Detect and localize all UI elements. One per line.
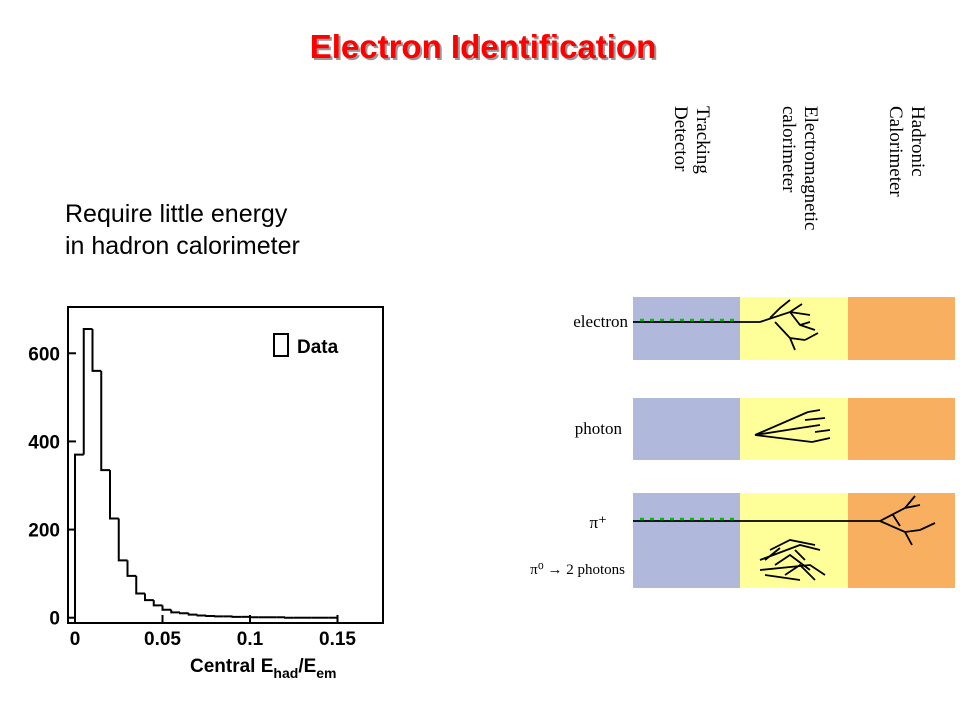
row-label: π⁺ xyxy=(589,513,607,532)
histogram-bin xyxy=(171,610,180,613)
histogram-bin xyxy=(84,329,93,455)
hadronic-block xyxy=(848,493,955,588)
x-tick-label: 0 xyxy=(70,629,81,650)
y-tick-label: 600 xyxy=(28,344,60,365)
row-label: π⁰ → 2 photons xyxy=(530,562,625,578)
legend-label: Data xyxy=(297,337,339,358)
column-label: Detector xyxy=(670,106,691,172)
column-label: calorimeter xyxy=(778,106,799,193)
histogram-bin xyxy=(128,560,137,575)
histogram-bin xyxy=(110,470,119,518)
histogram-bin xyxy=(93,329,102,371)
histogram-chart: Data Central Ehad/Eem 0 200 400 600 0 0.05 0.1… xyxy=(28,307,383,681)
column-label: Hadronic xyxy=(907,106,928,177)
hadronic-block xyxy=(848,398,955,460)
row-label: electron xyxy=(573,312,628,331)
column-label: Calorimeter xyxy=(885,106,906,197)
histogram-bin xyxy=(163,605,172,609)
subtitle-line: Require little energy xyxy=(65,200,288,228)
histogram-bin xyxy=(198,615,207,616)
legend-swatch xyxy=(274,334,288,356)
x-label-part: /E xyxy=(298,656,316,677)
histogram-bin xyxy=(145,593,154,600)
x-label-part: em xyxy=(316,665,336,681)
histogram-bin xyxy=(189,613,198,614)
tracking-block xyxy=(633,398,740,460)
tracking-block xyxy=(633,297,740,360)
histogram-bin xyxy=(101,371,110,470)
y-tick-label: 0 xyxy=(49,609,60,630)
column-labels: Tracking Detector Electromagnetic calori… xyxy=(670,106,928,231)
em-block xyxy=(740,297,848,360)
x-axis-label: Central Ehad/Eem xyxy=(190,656,337,681)
y-tick-label: 400 xyxy=(28,432,60,453)
detector-blocks xyxy=(633,297,955,588)
histogram-bin xyxy=(119,519,128,561)
column-label: Tracking xyxy=(692,106,713,174)
x-tick-label: 0.05 xyxy=(144,629,181,650)
x-tick-label: 0.15 xyxy=(319,629,356,650)
x-tick-label: 0.1 xyxy=(237,629,264,650)
row-label: photon xyxy=(575,419,623,438)
diagram: electron photon π⁺ π⁰ → 2 photons Tracki… xyxy=(530,106,955,588)
title: Electron Identification xyxy=(310,28,657,65)
row-labels: electron photon π⁺ π⁰ → 2 photons xyxy=(530,312,628,578)
histogram-bin xyxy=(75,455,84,618)
histogram-bin xyxy=(180,612,189,613)
tracking-block xyxy=(633,493,740,588)
x-label-part: Central E xyxy=(190,656,273,677)
x-label-part: had xyxy=(273,665,298,681)
y-tick-label: 200 xyxy=(28,521,60,542)
column-label: Electromagnetic xyxy=(800,106,821,231)
hadronic-block xyxy=(848,297,955,360)
histogram-bin xyxy=(136,576,145,594)
histogram-bin xyxy=(154,600,163,605)
subtitle-line: in hadron calorimeter xyxy=(65,232,300,260)
